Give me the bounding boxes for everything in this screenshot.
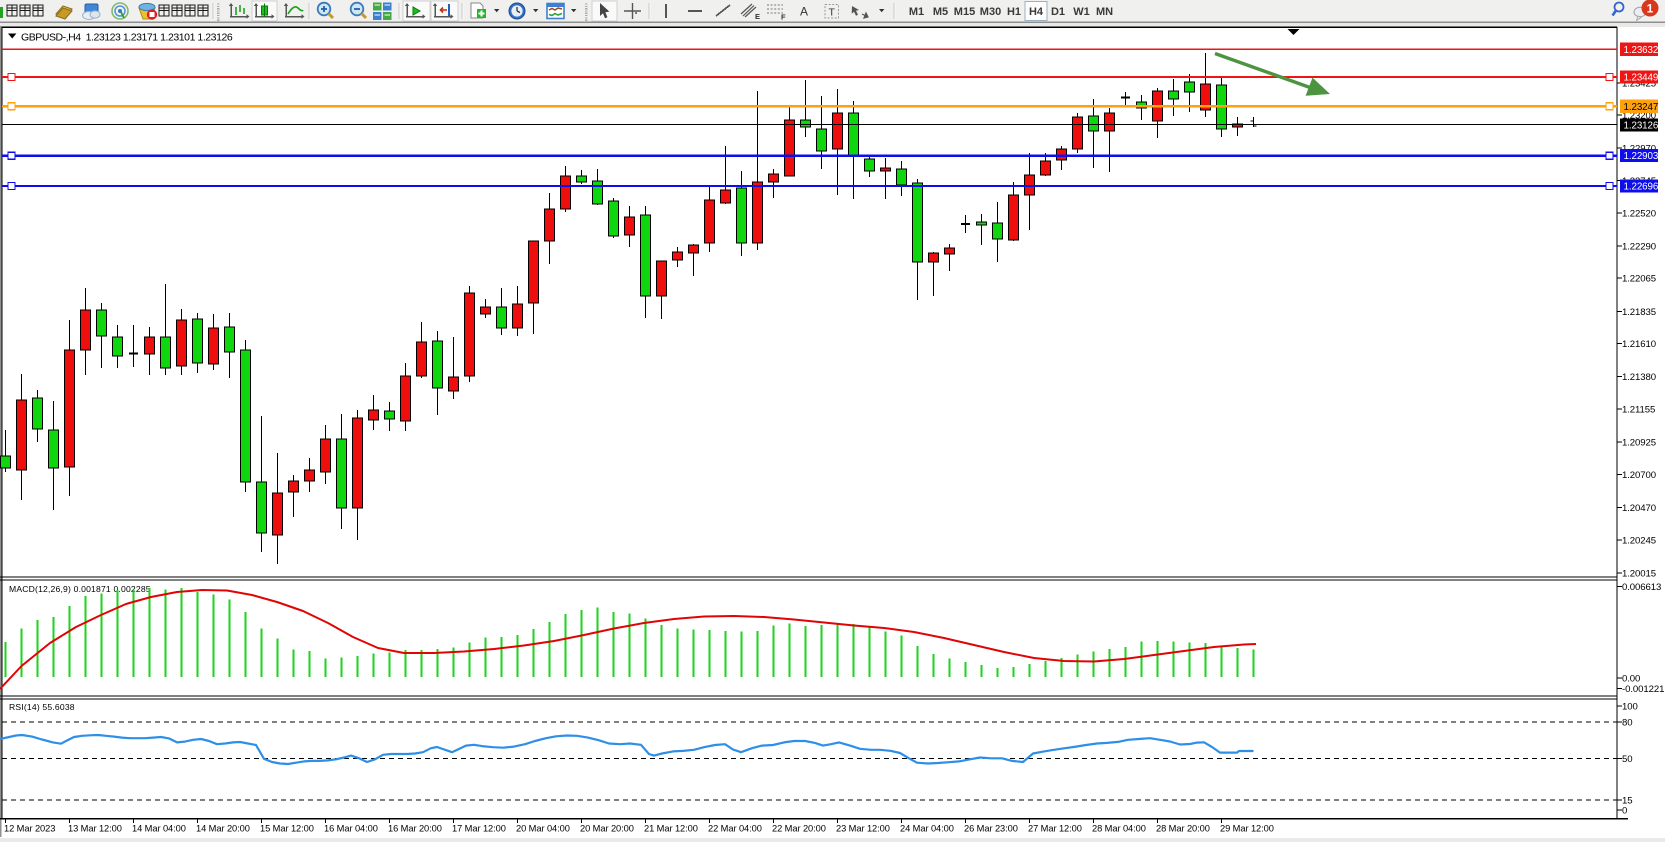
svg-text:13 Mar 12:00: 13 Mar 12:00 — [68, 824, 122, 834]
svg-text:1.23449: 1.23449 — [1624, 73, 1659, 84]
svg-text:20 Mar 20:00: 20 Mar 20:00 — [580, 824, 634, 834]
svg-text:1.21610: 1.21610 — [1622, 339, 1656, 350]
svg-text:26 Mar 23:00: 26 Mar 23:00 — [964, 824, 1018, 834]
svg-text:21 Mar 12:00: 21 Mar 12:00 — [644, 824, 698, 834]
svg-text:0: 0 — [1622, 806, 1627, 817]
svg-text:27 Mar 12:00: 27 Mar 12:00 — [1028, 824, 1082, 834]
svg-text:T: T — [829, 7, 836, 19]
svg-text:1.20925: 1.20925 — [1622, 438, 1656, 449]
svg-text:1.22290: 1.22290 — [1622, 241, 1656, 252]
svg-text:80: 80 — [1622, 718, 1632, 729]
svg-text:15 Mar 12:00: 15 Mar 12:00 — [260, 824, 314, 834]
svg-text:-0.001221: -0.001221 — [1622, 684, 1664, 695]
svg-text:1.20245: 1.20245 — [1622, 535, 1656, 546]
svg-text:1.23425: 1.23425 — [1622, 79, 1656, 90]
svg-text:1.21155: 1.21155 — [1622, 405, 1655, 416]
svg-text:50: 50 — [1622, 754, 1632, 765]
svg-text:M15: M15 — [954, 6, 975, 18]
svg-text:W1: W1 — [1073, 6, 1090, 18]
svg-text:23 Mar 12:00: 23 Mar 12:00 — [836, 824, 890, 834]
svg-text:1.23126: 1.23126 — [1624, 121, 1659, 132]
svg-text:RSI(14) 55.6038: RSI(14) 55.6038 — [9, 702, 75, 712]
svg-text:E: E — [755, 12, 760, 21]
svg-text:H1: H1 — [1007, 6, 1021, 18]
svg-text:14 Mar 20:00: 14 Mar 20:00 — [196, 824, 250, 834]
svg-text:GBPUSD-,H4 1.23123 1.23171 1.: GBPUSD-,H4 1.23123 1.23171 1.23101 1.231… — [21, 32, 233, 44]
svg-text:1.22065: 1.22065 — [1622, 274, 1656, 285]
svg-text:F: F — [781, 13, 786, 22]
svg-text:22 Mar 04:00: 22 Mar 04:00 — [708, 824, 762, 834]
svg-text:29 Mar 12:00: 29 Mar 12:00 — [1220, 824, 1274, 834]
svg-text:24 Mar 04:00: 24 Mar 04:00 — [900, 824, 954, 834]
svg-text:20 Mar 04:00: 20 Mar 04:00 — [516, 824, 570, 834]
svg-text:15: 15 — [1622, 796, 1632, 807]
svg-text:16 Mar 20:00: 16 Mar 20:00 — [388, 824, 442, 834]
svg-text:14 Mar 04:00: 14 Mar 04:00 — [132, 824, 186, 834]
svg-text:M5: M5 — [933, 6, 948, 18]
svg-text:1.22903: 1.22903 — [1624, 151, 1659, 162]
svg-text:1.23632: 1.23632 — [1624, 45, 1659, 56]
svg-text:1.23200: 1.23200 — [1622, 111, 1656, 122]
svg-text:100: 100 — [1622, 702, 1638, 713]
svg-text:1.21835: 1.21835 — [1622, 307, 1656, 318]
svg-text:1.23247: 1.23247 — [1624, 102, 1659, 113]
svg-text:0.00: 0.00 — [1622, 674, 1640, 685]
svg-text:1.21380: 1.21380 — [1622, 372, 1656, 383]
svg-text:1.20015: 1.20015 — [1622, 569, 1656, 580]
svg-text:MACD(12,26,9) 0.001871 0.00228: MACD(12,26,9) 0.001871 0.002285 — [9, 584, 151, 594]
svg-text:28 Mar 04:00: 28 Mar 04:00 — [1092, 824, 1146, 834]
svg-text:28 Mar 20:00: 28 Mar 20:00 — [1156, 824, 1210, 834]
svg-text:A: A — [800, 5, 808, 19]
svg-text:1.22696: 1.22696 — [1624, 182, 1659, 193]
svg-text:1.20700: 1.20700 — [1622, 470, 1656, 481]
svg-text:MN: MN — [1096, 6, 1113, 18]
svg-text:1.20470: 1.20470 — [1622, 503, 1656, 514]
svg-text:1: 1 — [1647, 2, 1654, 16]
svg-text:H4: H4 — [1029, 6, 1044, 18]
svg-text:M30: M30 — [980, 6, 1001, 18]
svg-text:22 Mar 20:00: 22 Mar 20:00 — [772, 824, 826, 834]
svg-text:1.22520: 1.22520 — [1622, 208, 1656, 219]
svg-text:17 Mar 12:00: 17 Mar 12:00 — [452, 824, 506, 834]
svg-text:16 Mar 04:00: 16 Mar 04:00 — [324, 824, 378, 834]
svg-text:M1: M1 — [909, 6, 924, 18]
svg-text:0.006613: 0.006613 — [1622, 582, 1661, 593]
svg-text:D1: D1 — [1051, 6, 1065, 18]
svg-text:12 Mar 2023: 12 Mar 2023 — [4, 824, 55, 834]
